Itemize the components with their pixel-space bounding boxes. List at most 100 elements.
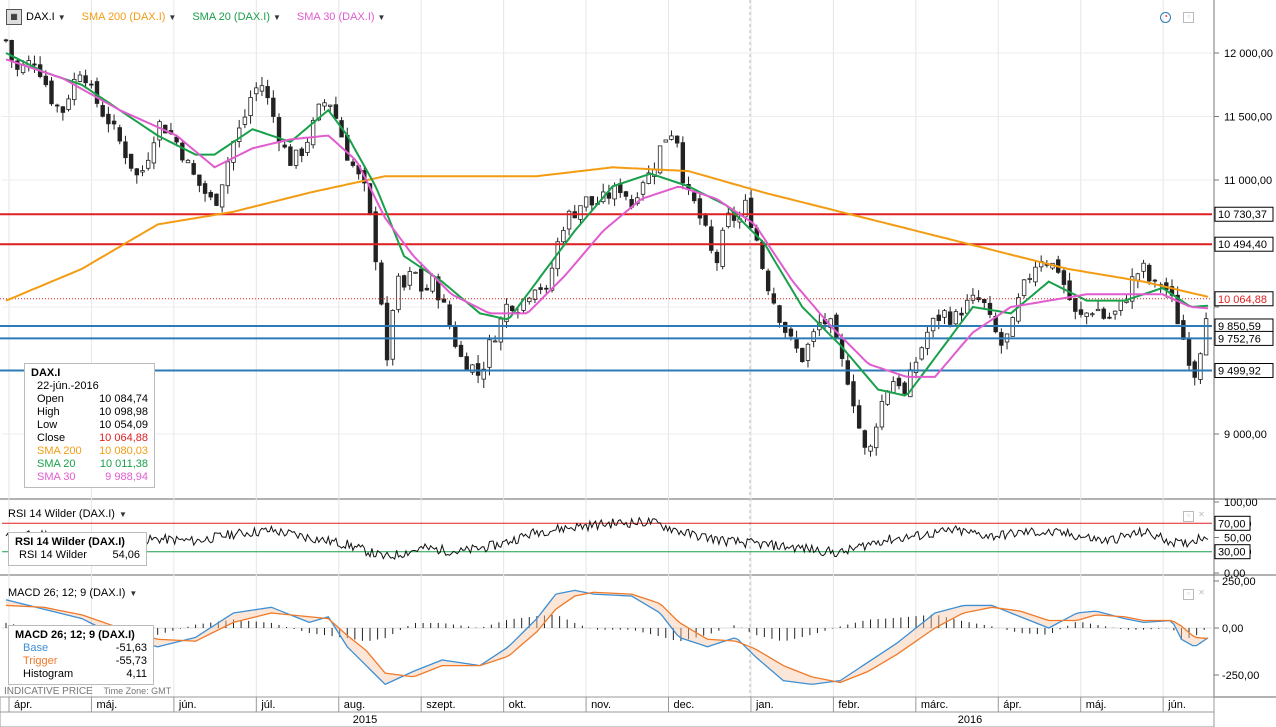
sma20-selector[interactable]: SMA 20 (DAX.I) ▼: [192, 11, 281, 23]
maximize-icon[interactable]: ▫: [1183, 589, 1194, 600]
candle-body: [663, 139, 668, 143]
macd-panel-title[interactable]: MACD 26; 12; 9 (DAX.I) ▼: [8, 587, 137, 599]
y-tick-label: 0,00: [1222, 623, 1243, 635]
y-tick-label: 100,00: [1224, 497, 1258, 509]
candle-body: [123, 141, 128, 159]
candle-body: [748, 197, 754, 229]
candle-body: [1078, 309, 1084, 315]
macd-row: Histogram 4,11: [15, 668, 147, 681]
candle-body: [1147, 264, 1152, 282]
candle-body: [185, 159, 191, 164]
candle-body: [248, 97, 253, 116]
candle-body: [680, 142, 686, 184]
candle-body: [151, 142, 157, 164]
candle-body: [100, 105, 105, 117]
candle-body: [191, 163, 196, 175]
candle-body: [640, 182, 646, 195]
info-row-value: 9 988,94: [105, 471, 148, 483]
level-label-box: [1214, 206, 1274, 222]
macd-row-label: Base: [23, 642, 49, 654]
rsi-panel-title[interactable]: RSI 14 Wilder (DAX.I) ▼: [8, 508, 127, 520]
info-row: Low 10 054,09: [31, 419, 148, 432]
candle-body: [913, 361, 919, 373]
candle-body: [1101, 308, 1106, 319]
candle-body: [566, 210, 572, 230]
indicative-label: INDICATIVE PRICE: [4, 686, 93, 697]
rsi-box-label: RSI 14 Wilder: [19, 549, 87, 561]
sma30-selector[interactable]: SMA 30 (DAX.I) ▼: [297, 11, 386, 23]
candle-body: [783, 321, 788, 333]
candle-body: [1021, 279, 1027, 296]
info-row-value: 10 011,38: [99, 458, 148, 470]
candle-body: [430, 275, 435, 292]
sma20-label: SMA 20 (DAX.I): [192, 11, 270, 23]
candle-body: [464, 356, 469, 370]
x-month-label: okt.: [509, 699, 527, 711]
candle-body: [743, 199, 748, 218]
candle-body: [697, 198, 703, 219]
x-month-label: febr.: [838, 699, 859, 711]
candle-body: [322, 102, 327, 107]
candle-body: [1027, 278, 1032, 280]
candle-body: [49, 80, 54, 105]
candle-body: [777, 305, 782, 323]
level-label-box: [1214, 291, 1274, 307]
candle-body: [413, 271, 418, 274]
candle-body: [657, 145, 663, 174]
candle-body: [959, 312, 964, 316]
candle-body: [891, 381, 896, 394]
rsi-level-box: [1214, 544, 1251, 560]
info-row-value: 10 084,74: [99, 393, 148, 405]
level-label-box: [1214, 363, 1274, 379]
info-row-label: Low: [37, 419, 58, 431]
chevron-down-icon: ▼: [57, 12, 66, 22]
candle-body: [612, 185, 617, 200]
rsi-box-value: 54,06: [112, 549, 140, 561]
candle-body: [589, 196, 595, 206]
candle-body: [259, 85, 265, 92]
y-tick-label: -250,00: [1222, 670, 1259, 682]
maximize-icon[interactable]: ▫: [1183, 12, 1194, 23]
candle-body: [879, 401, 885, 428]
candle-body: [1198, 353, 1203, 380]
x-month-label: máj.: [96, 699, 117, 711]
candle-body: [492, 340, 498, 343]
candle-body: [350, 161, 356, 166]
price-info-box: DAX.I 22-jún.-2016 Open 10 084,74 High 10 0…: [24, 363, 155, 488]
candle-body: [140, 170, 145, 173]
chart-type-icon[interactable]: ▦: [6, 9, 22, 25]
candle-body: [982, 298, 987, 304]
macd-title-label: MACD 26; 12; 9 (DAX.I): [8, 587, 126, 599]
candle-body: [3, 39, 9, 42]
maximize-icon[interactable]: ▫: [1183, 511, 1194, 522]
info-rows: Open 10 084,74 High 10 098,98 Low 10 054,09 Cl…: [31, 393, 148, 484]
candle-body: [805, 343, 811, 361]
clock-icon[interactable]: ◔: [1160, 12, 1171, 23]
candle-body: [1124, 300, 1129, 303]
candle-body: [396, 275, 401, 310]
candle-body: [327, 104, 333, 107]
x-month-label: júl.: [260, 699, 275, 711]
month-axis-band: [0, 696, 1215, 713]
x-month-label: dec.: [674, 699, 695, 711]
x-month-label: márc.: [921, 699, 949, 711]
candle-body: [128, 153, 134, 169]
candle-body: [896, 377, 902, 387]
symbol-selector[interactable]: DAX.I ▼: [26, 11, 66, 23]
candle-body: [646, 172, 651, 184]
candle-body: [1033, 266, 1038, 283]
close-icon[interactable]: ✕: [1198, 510, 1205, 519]
candle-body: [578, 205, 583, 220]
candle-body: [765, 270, 771, 292]
y-tick-label: 11 000,00: [1224, 175, 1272, 187]
x-month-label: jún.: [178, 699, 197, 711]
close-icon[interactable]: ✕: [1198, 588, 1205, 597]
candle-body: [43, 75, 49, 86]
sma200-selector[interactable]: SMA 200 (DAX.I) ▼: [82, 11, 177, 23]
level-label: 9 850,59: [1218, 321, 1261, 333]
macd-row-value: -51,63: [115, 642, 147, 654]
info-row: Open 10 084,74: [31, 393, 148, 406]
candle-body: [942, 310, 947, 318]
candle-body: [1107, 316, 1112, 319]
